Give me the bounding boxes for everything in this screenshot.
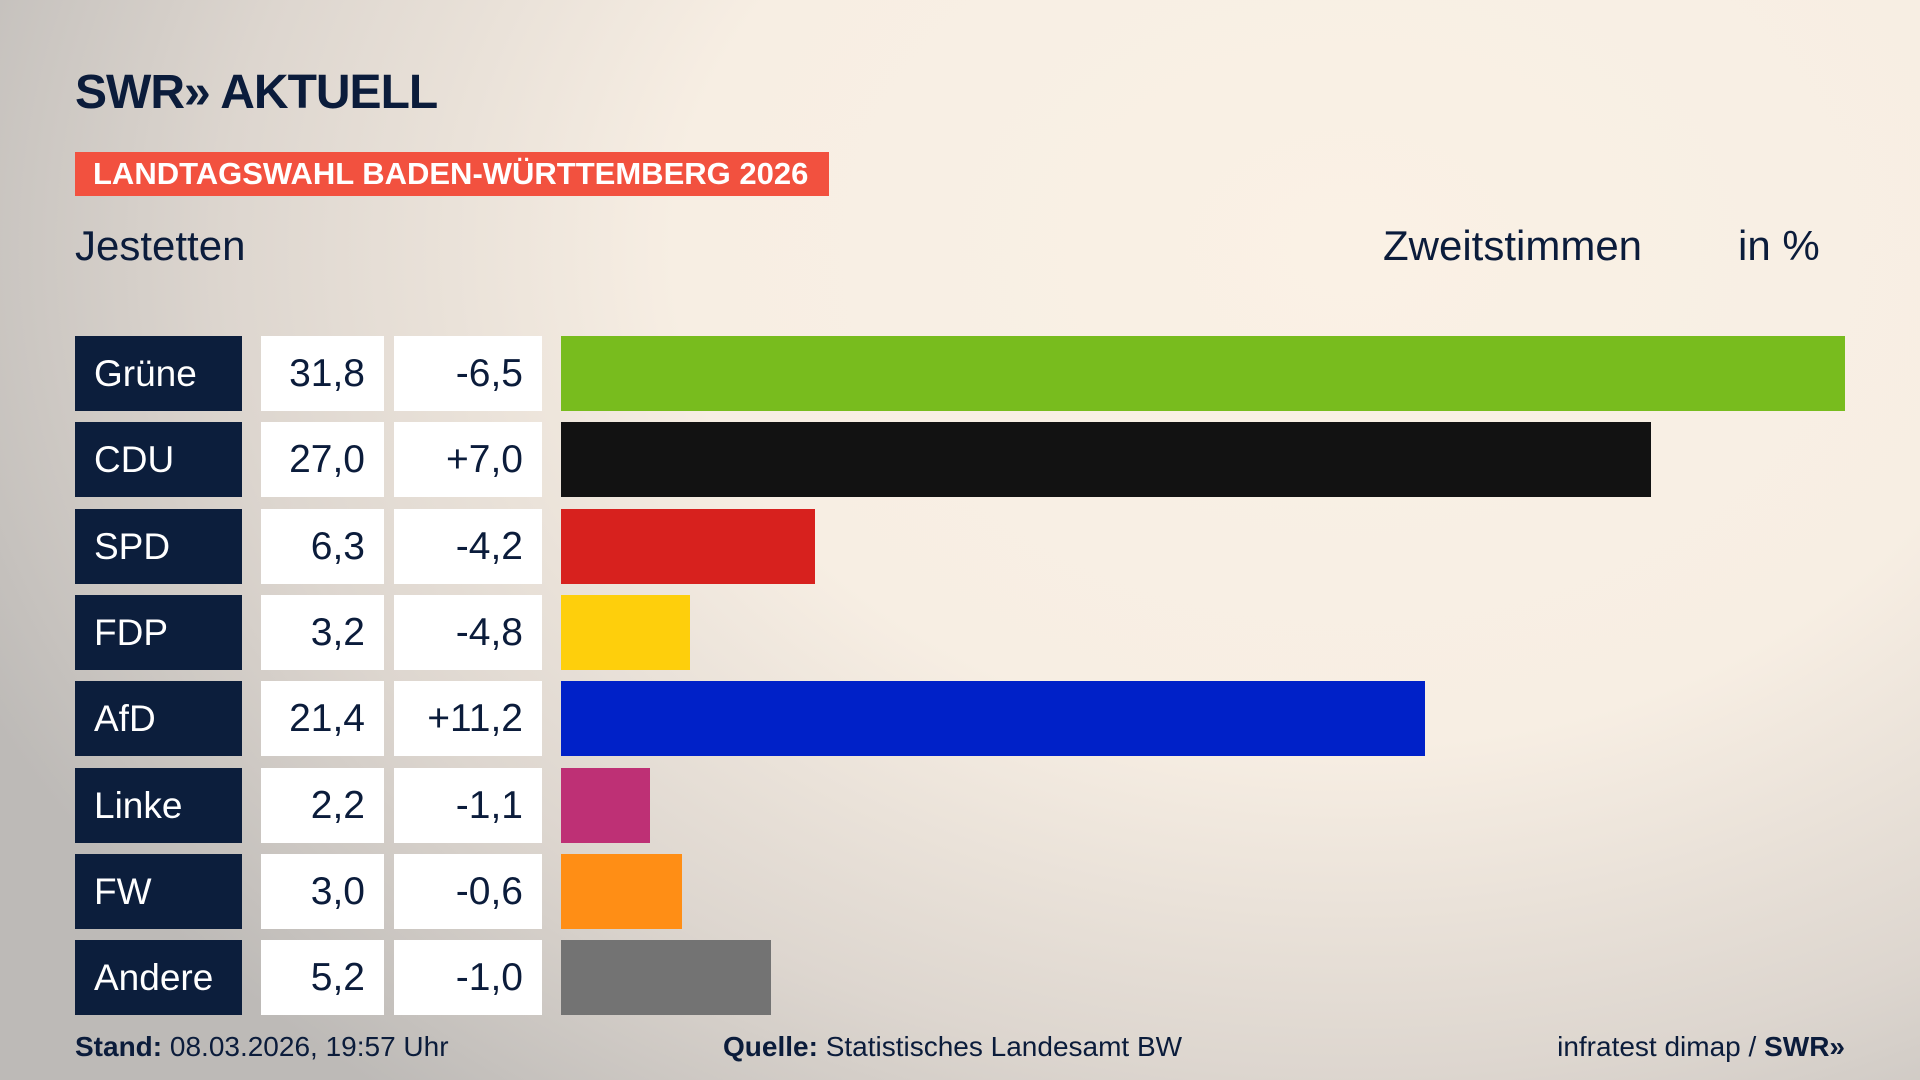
party-label: Andere <box>75 940 242 1016</box>
party-row: AfD 21,4 +11,2 <box>75 681 1855 757</box>
vote-share: 27,0 <box>261 422 384 498</box>
source-label: Quelle: <box>723 1031 818 1062</box>
bar <box>561 422 1652 498</box>
stand-value: 08.03.2026, 19:57 Uhr <box>169 1031 449 1062</box>
unit-label: in % <box>1738 222 1820 269</box>
vote-type-label: Zweitstimmen <box>1383 222 1643 269</box>
vote-share: 5,2 <box>261 940 384 1016</box>
vote-change: -4,2 <box>394 508 542 584</box>
vote-share: 6,3 <box>261 508 384 584</box>
party-row: CDU 27,0 +7,0 <box>75 422 1855 498</box>
bar <box>561 767 650 843</box>
party-row: Andere 5,2 -1,0 <box>75 940 1855 1016</box>
vote-change: -0,6 <box>394 853 542 929</box>
party-label: Linke <box>75 767 242 843</box>
party-row: Linke 2,2 -1,1 <box>75 767 1855 843</box>
party-label: Grüne <box>75 336 242 411</box>
party-row: SPD 6,3 -4,2 <box>75 508 1855 584</box>
vote-change: -4,8 <box>394 594 542 670</box>
vote-change: +7,0 <box>394 422 542 498</box>
party-label: FDP <box>75 594 242 670</box>
vote-share: 3,0 <box>261 853 384 929</box>
vote-share: 21,4 <box>261 681 384 757</box>
bar <box>561 508 816 584</box>
vote-share: 2,2 <box>261 767 384 843</box>
bar <box>561 336 1845 411</box>
vote-change: -1,1 <box>394 767 542 843</box>
vote-share: 3,2 <box>261 594 384 670</box>
swr-logo-small: SWR» <box>1764 1031 1845 1062</box>
swr-aktuell-logo: SWR» AKTUELL <box>75 66 438 119</box>
party-row: FW 3,0 -0,6 <box>75 853 1855 929</box>
election-banner: LANDTAGSWAHL BADEN-WÜRTTEMBERG 2026 <box>75 152 829 196</box>
party-label: AfD <box>75 681 242 757</box>
bar <box>561 940 771 1016</box>
party-row: FDP 3,2 -4,8 <box>75 594 1855 670</box>
party-label: SPD <box>75 508 242 584</box>
credit-text: infratest dimap / <box>1557 1031 1765 1062</box>
vote-share: 31,8 <box>261 336 384 411</box>
credit: infratest dimap / SWR» <box>1557 1030 1845 1064</box>
vote-change: -1,0 <box>394 940 542 1016</box>
party-row: Grüne 31,8 -6,5 <box>75 336 1855 411</box>
vote-change: -6,5 <box>394 336 542 411</box>
logo-text: SWR» AKTUELL <box>75 65 438 119</box>
bar <box>561 594 691 670</box>
source-value: Statistisches Landesamt BW <box>825 1031 1183 1062</box>
bar <box>561 853 683 929</box>
party-label: CDU <box>75 422 242 498</box>
source: Quelle: Statistisches Landesamt BW <box>723 1030 1182 1064</box>
party-label: FW <box>75 853 242 929</box>
vote-change: +11,2 <box>394 681 542 757</box>
region-title: Jestetten <box>75 222 246 269</box>
timestamp: Stand: 08.03.2026, 19:57 Uhr <box>75 1030 449 1064</box>
bar <box>561 681 1426 757</box>
stand-label: Stand: <box>75 1031 163 1062</box>
